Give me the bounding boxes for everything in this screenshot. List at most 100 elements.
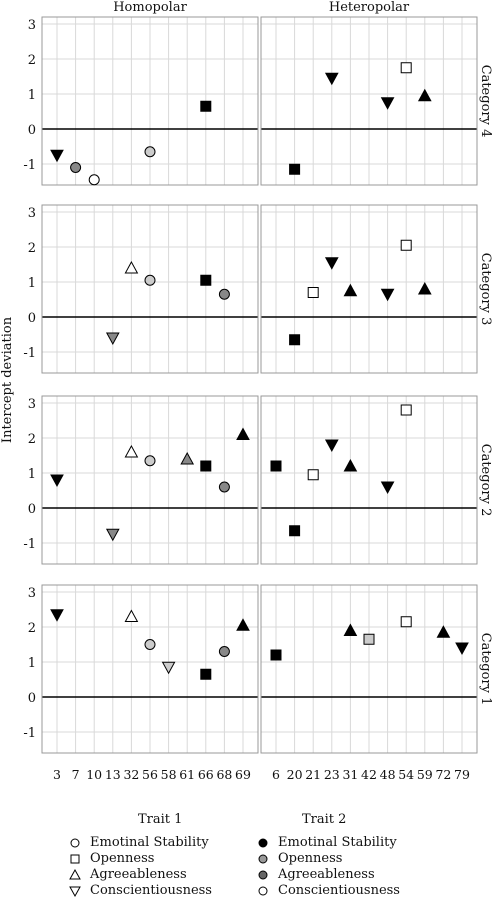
legend-trait1-item: Emotinal Stability [68, 835, 209, 850]
data-point-down [50, 149, 64, 163]
x-tick-label: 69 [235, 767, 251, 782]
data-point-circle [144, 274, 156, 286]
y-tick-label: 0 [28, 311, 36, 326]
panel-border [41, 204, 259, 374]
column-header-homopolar: Homopolar [113, 0, 187, 15]
x-tick-label: 31 [342, 767, 358, 782]
legend-circle-marker-icon [258, 854, 268, 863]
panel-homopolar-category-4 [41, 16, 259, 186]
data-point-down [50, 609, 64, 622]
data-point-up [124, 260, 139, 274]
legend-trait1-item: Conscientiousness [68, 883, 212, 898]
x-tick-label: 61 [179, 767, 195, 782]
legend-marker [258, 886, 268, 895]
panel-border [41, 584, 259, 754]
data-point-up [343, 283, 358, 297]
x-tick-label: 3 [53, 767, 61, 782]
legend-trait1-label: Agreeableness [90, 867, 187, 882]
data-point-up [236, 618, 250, 631]
legend-trait2-item: Agreeableness [256, 867, 375, 882]
data-point-circle [218, 646, 230, 657]
legend-trait1-item: Openness [68, 851, 154, 866]
legend-trait1-label: Openness [90, 851, 155, 866]
legend-trait1-label: Conscientiousness [90, 883, 212, 898]
data-point-up [343, 458, 358, 472]
x-tick-label: 58 [161, 767, 177, 782]
legend-up-marker-icon [69, 868, 81, 879]
y-tick-label: 2 [28, 53, 36, 68]
legend-marker [258, 838, 268, 847]
legend-trait2-label: Agreeableness [278, 867, 375, 882]
y-axis-label: Intercept deviation [0, 316, 15, 443]
x-tick-label: 68 [216, 767, 232, 782]
legend-marker [70, 838, 80, 847]
y-tick-label: -1 [23, 726, 36, 741]
data-point-up [417, 281, 432, 295]
y-tick-label: 3 [28, 397, 36, 412]
legend-marker [69, 886, 81, 897]
legend-circle-marker-icon [70, 838, 80, 847]
data-point-circle [144, 455, 156, 467]
row-label-category-2: Category 2 [478, 444, 493, 517]
y-tick-label: 3 [28, 206, 36, 221]
data-point-down [324, 72, 339, 86]
x-tick-label: 20 [287, 767, 303, 782]
x-tick-label: 66 [198, 767, 214, 782]
legend-trait1-item: Agreeableness [68, 867, 187, 882]
panel-heteropolar-category-4 [260, 16, 478, 186]
x-tick-label: 79 [454, 767, 470, 782]
x-tick-label: 54 [398, 767, 414, 782]
data-point-up [417, 88, 432, 102]
x-tick-label: 10 [86, 767, 102, 782]
legend-marker [258, 870, 268, 879]
data-point-down [380, 288, 395, 302]
legend-marker [70, 854, 80, 863]
y-tick-label: -1 [23, 158, 36, 173]
data-point-circle [218, 288, 230, 300]
panel-heteropolar-category-1 [260, 584, 478, 754]
panel-border [260, 395, 478, 565]
legend-trait2-item: Emotinal Stability [256, 835, 397, 850]
panel-border [260, 16, 478, 186]
x-tick-label: 32 [123, 767, 139, 782]
y-tick-label: 3 [28, 18, 36, 33]
y-tick-label: -1 [23, 537, 36, 552]
data-point-down [105, 528, 120, 542]
x-tick-label: 59 [417, 767, 433, 782]
data-points [50, 62, 469, 680]
data-point-down [105, 332, 120, 346]
data-point-down [455, 642, 469, 656]
y-tick-label: 1 [28, 467, 36, 482]
data-point-circle [70, 162, 82, 173]
data-point-up [124, 609, 139, 622]
y-tick-label: 1 [28, 656, 36, 671]
x-tick-label: 23 [324, 767, 340, 782]
data-point-square [289, 525, 301, 537]
row-label-category-4: Category 4 [478, 65, 493, 138]
data-point-square [270, 649, 282, 661]
data-point-square [363, 633, 375, 645]
data-point-square [200, 274, 212, 286]
legend-marker [69, 868, 81, 879]
data-point-down [324, 439, 339, 453]
row-label-category-1: Category 1 [478, 633, 493, 706]
data-point-down [161, 661, 176, 675]
panel-border [260, 584, 478, 754]
data-point-square [307, 469, 319, 481]
data-point-square [200, 668, 212, 680]
row-label-category-3: Category 3 [478, 253, 493, 326]
panel-border [41, 16, 259, 186]
column-header-heteropolar: Heteropolar [329, 0, 410, 15]
y-tick-label: 0 [28, 691, 36, 706]
y-tick-label: 2 [28, 432, 36, 447]
legend-trait2-label: Openness [278, 851, 343, 866]
data-point-square [307, 287, 319, 298]
panel-border [41, 395, 259, 565]
legend-circle-marker-icon [258, 870, 268, 879]
data-point-up [180, 451, 195, 465]
y-tick-label: 3 [28, 586, 36, 601]
data-point-square [200, 100, 212, 112]
data-point-square [400, 404, 412, 416]
panel-heteropolar-category-2 [260, 395, 478, 565]
